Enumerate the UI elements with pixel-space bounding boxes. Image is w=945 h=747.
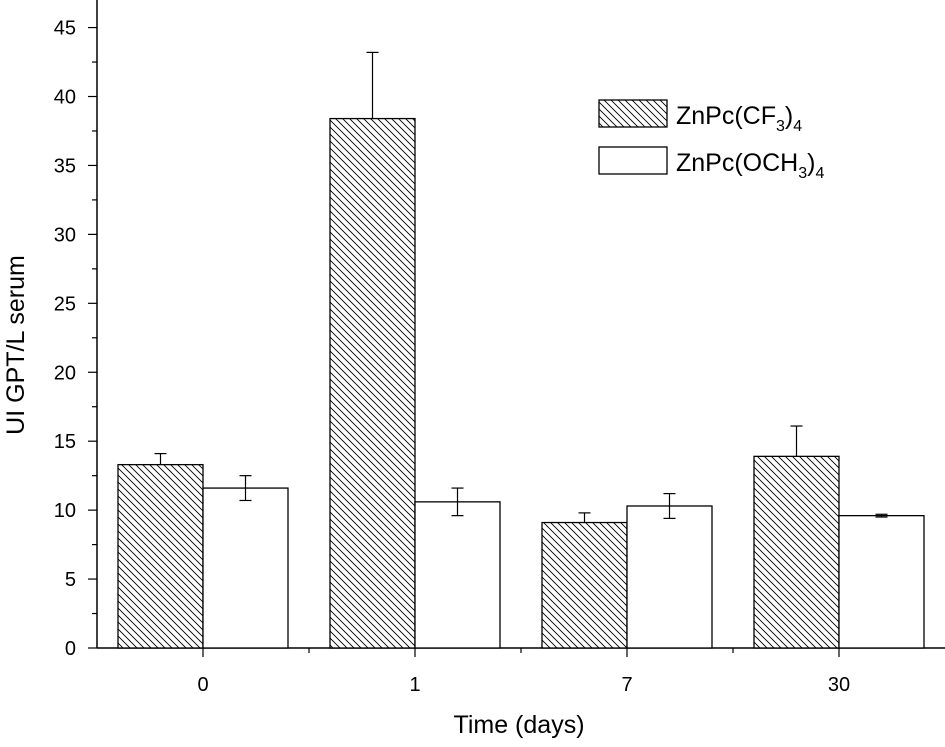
series-2-bar [838, 514, 925, 649]
y-tick-label: 35 [54, 155, 76, 177]
y-tick-label: 30 [54, 224, 76, 246]
bars [117, 117, 925, 649]
series-1-bar [117, 463, 204, 649]
y-tick-label: 5 [65, 569, 76, 591]
legend-label-series-2: ZnPc(OCH3)4 [676, 149, 824, 182]
series-2-bar [414, 501, 501, 649]
series-1-bar [329, 117, 416, 649]
y-axis-title: UI GPT/L serum [2, 255, 30, 435]
y-tick-label: 20 [54, 362, 76, 384]
y-tick-label: 15 [54, 431, 76, 453]
legend-swatch-series-1 [598, 99, 668, 128]
series-1-bar [753, 455, 840, 649]
legend: ZnPc(CF3)4 ZnPc(OCH3)4 [598, 99, 824, 182]
y-tick-label: 45 [54, 18, 76, 40]
x-tick-label: 7 [621, 674, 632, 696]
tick-labels: 0 5 10 15 20 25 30 35 40 45 0 1 7 30 [54, 18, 850, 696]
x-axis-title: Time (days) [453, 711, 584, 739]
y-tick-label: 25 [54, 293, 76, 315]
error-bars [154, 51, 888, 523]
y-tick-label: 0 [65, 638, 76, 660]
x-tick-label: 30 [828, 674, 850, 696]
series-1-bar [541, 521, 628, 649]
series-2-bar [626, 505, 713, 649]
series-2-bar [202, 487, 289, 649]
x-tick-label: 1 [409, 674, 420, 696]
legend-label-series-1: ZnPc(CF3)4 [676, 102, 802, 135]
y-tick-label: 10 [54, 500, 76, 522]
x-tick-label: 0 [197, 674, 208, 696]
y-tick-label: 40 [54, 87, 76, 109]
legend-swatch-series-2 [598, 146, 668, 175]
